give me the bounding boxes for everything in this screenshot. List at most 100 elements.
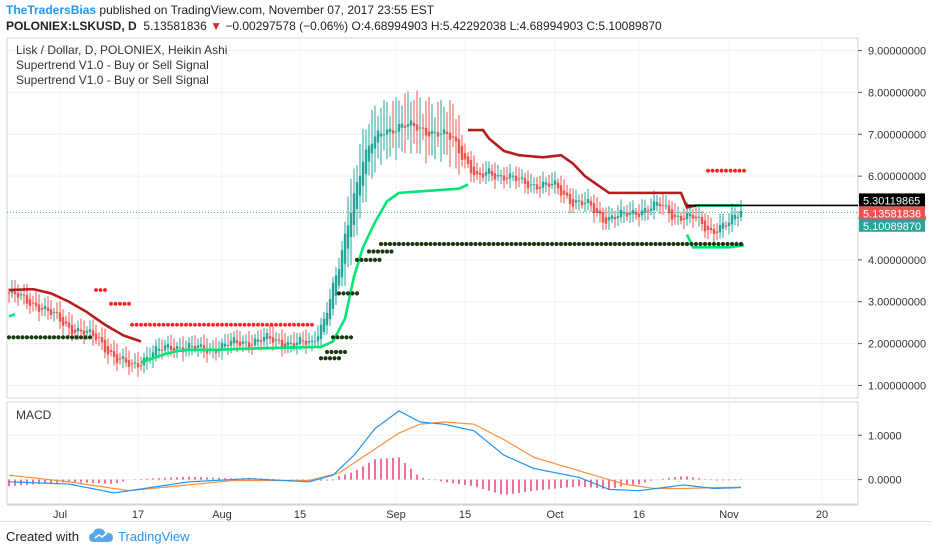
candle-body bbox=[520, 177, 524, 179]
candle-body bbox=[343, 233, 347, 264]
buy-signal-dot bbox=[540, 241, 546, 247]
candle-body bbox=[31, 302, 35, 304]
candle-body bbox=[592, 203, 596, 214]
sell-signal-dot bbox=[202, 322, 206, 327]
candle-body bbox=[373, 136, 377, 149]
candle-body bbox=[85, 330, 89, 333]
candle-body bbox=[115, 354, 119, 364]
candle-body bbox=[550, 184, 554, 186]
buy-signal-dot bbox=[653, 241, 658, 247]
sell-signal-dot bbox=[109, 301, 113, 306]
time-tick-label: 16 bbox=[633, 509, 645, 521]
buy-signal-dot bbox=[318, 356, 324, 361]
buy-signal-dot bbox=[482, 241, 487, 247]
candle-body bbox=[661, 205, 665, 207]
candle-body bbox=[43, 306, 47, 310]
candle-body bbox=[727, 222, 731, 226]
candle-body bbox=[151, 352, 155, 359]
sell-signal-dot bbox=[710, 168, 715, 173]
sell-signal-dot bbox=[175, 322, 179, 327]
buy-signal-dot bbox=[684, 241, 690, 247]
candle-body bbox=[130, 363, 134, 365]
candle-body bbox=[607, 217, 611, 221]
supertrend-bull-line bbox=[685, 234, 745, 249]
sell-signal-dot bbox=[310, 322, 314, 327]
tradingview-brand-link[interactable]: TradingView bbox=[118, 529, 190, 544]
candle-body bbox=[136, 363, 140, 368]
candle-body bbox=[313, 341, 317, 343]
candle-body bbox=[259, 340, 263, 343]
buy-signal-dot bbox=[468, 241, 474, 247]
candle-body bbox=[691, 214, 695, 219]
buy-signal-dot bbox=[387, 241, 393, 247]
candle-body bbox=[226, 345, 230, 347]
candle-body bbox=[340, 250, 344, 278]
buy-signal-dot bbox=[594, 241, 600, 247]
price-axis-label: 5.10089870 bbox=[863, 221, 921, 233]
buy-signal-dot bbox=[675, 241, 681, 247]
candle-body bbox=[70, 325, 74, 335]
candle-body bbox=[562, 190, 566, 195]
sell-signal-dot bbox=[715, 168, 719, 173]
publish-line: TheTradersBias published on TradingView.… bbox=[6, 3, 434, 17]
buy-signal-dot bbox=[531, 241, 537, 247]
candle-body bbox=[415, 124, 419, 131]
candle-body bbox=[643, 207, 647, 213]
price-tick-label: 8.00000000 bbox=[868, 87, 926, 99]
buy-signal-dot bbox=[612, 241, 618, 247]
candle-body bbox=[328, 299, 332, 320]
time-tick-label: Aug bbox=[212, 509, 232, 521]
candle-body bbox=[589, 200, 593, 206]
candle-body bbox=[724, 225, 728, 227]
candle-body bbox=[331, 282, 335, 310]
chart-title: Lisk / Dollar, D, POLONIEX, Heikin Ashi bbox=[16, 43, 228, 57]
buy-signal-dot bbox=[432, 241, 438, 247]
candle-body bbox=[619, 209, 623, 218]
candle-body bbox=[109, 350, 113, 352]
candle-body bbox=[400, 123, 404, 128]
buy-signal-dot bbox=[689, 241, 694, 247]
price-tick-label: 9.00000000 bbox=[868, 46, 926, 58]
candle-body bbox=[16, 292, 20, 298]
candle-body bbox=[439, 133, 443, 135]
candle-body bbox=[163, 345, 167, 351]
sell-signal-dot bbox=[224, 322, 229, 327]
candle-body bbox=[424, 127, 428, 136]
buy-signal-dot bbox=[366, 249, 372, 254]
candle-body bbox=[91, 330, 95, 337]
buy-signal-dot bbox=[567, 241, 573, 247]
buy-signal-dot bbox=[375, 249, 381, 254]
candle-body bbox=[670, 209, 674, 220]
sell-signal-dot bbox=[706, 168, 710, 173]
candle-body bbox=[22, 294, 26, 296]
candle-body bbox=[595, 208, 599, 213]
candle-body bbox=[598, 210, 602, 214]
candle-body bbox=[196, 345, 200, 348]
buy-signal-dot bbox=[599, 241, 604, 247]
candle-body bbox=[529, 184, 533, 186]
price-axis-label-box bbox=[859, 193, 925, 207]
change-arrow-icon: ▼ bbox=[210, 19, 222, 33]
candle-body bbox=[499, 175, 503, 177]
buy-signal-dot bbox=[419, 241, 424, 247]
candle-body bbox=[88, 329, 92, 332]
candle-body bbox=[586, 198, 590, 204]
candle-body bbox=[223, 343, 227, 347]
price-tick-label: 6.00000000 bbox=[868, 171, 926, 183]
price-tick-label: 7.00000000 bbox=[868, 129, 926, 141]
candle-body bbox=[97, 336, 101, 338]
candle-body bbox=[559, 185, 563, 196]
candle-body bbox=[7, 292, 11, 294]
candle-body bbox=[337, 269, 341, 286]
candle-body bbox=[631, 209, 635, 214]
candle-body bbox=[436, 132, 440, 137]
candle-body bbox=[526, 180, 530, 189]
candle-body bbox=[604, 217, 608, 224]
buy-signal-dot bbox=[716, 241, 721, 247]
candle-body bbox=[358, 175, 362, 196]
author-link[interactable]: TheTradersBias bbox=[6, 3, 97, 17]
candle-body bbox=[556, 182, 560, 189]
sell-signal-dot bbox=[127, 301, 131, 306]
chart-canvas[interactable]: 1.00000000 2.00000000 3.00000000 4.00000000… bbox=[0, 34, 932, 521]
buy-signal-dot bbox=[83, 335, 88, 340]
